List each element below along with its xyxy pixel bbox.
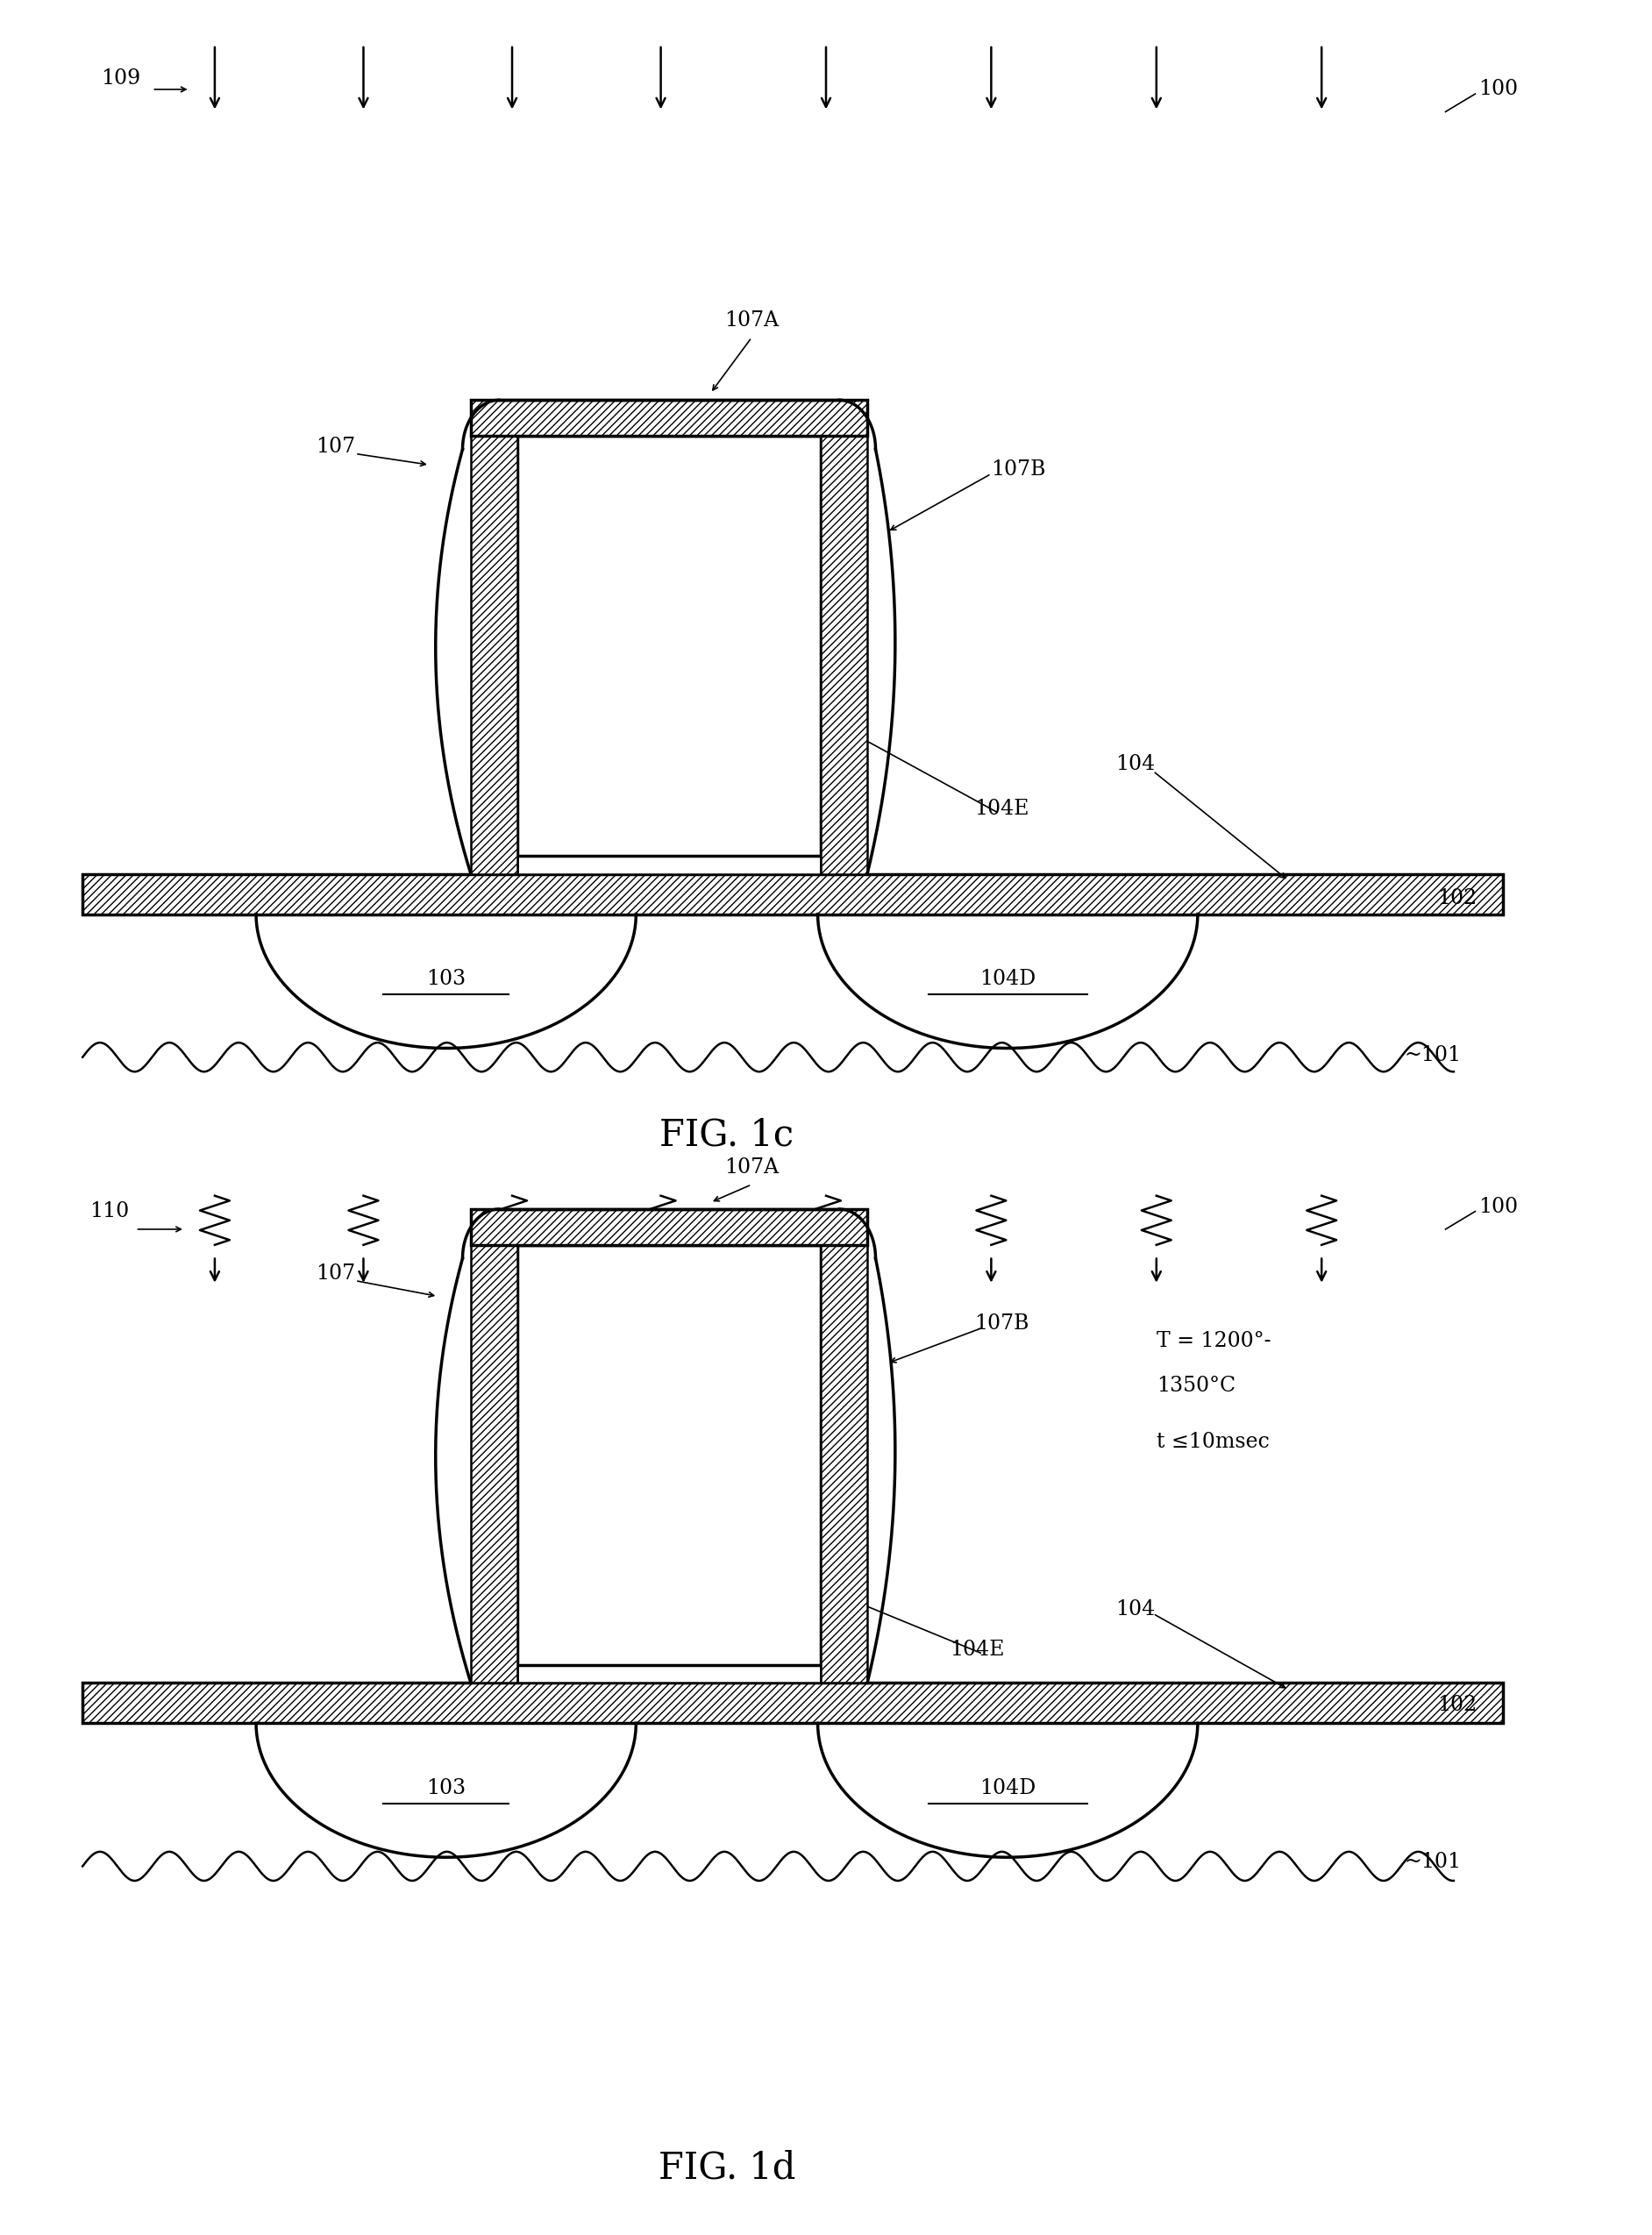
- Bar: [471, 436, 517, 874]
- Text: 107: 107: [316, 436, 355, 458]
- Bar: [83, 874, 1503, 914]
- Text: 107B: 107B: [975, 1312, 1029, 1334]
- Text: 109: 109: [101, 67, 140, 89]
- Text: 103: 103: [426, 968, 466, 990]
- Text: 104: 104: [1115, 1598, 1155, 1620]
- Bar: [517, 1245, 821, 1665]
- Bar: [471, 400, 867, 436]
- Text: 107B: 107B: [991, 458, 1046, 481]
- Bar: [821, 1245, 867, 1683]
- Text: 107A: 107A: [725, 1158, 778, 1178]
- Text: 104E: 104E: [975, 798, 1029, 820]
- Bar: [517, 856, 821, 874]
- Text: 103: 103: [426, 1777, 466, 1799]
- Text: ~101: ~101: [1404, 1044, 1462, 1066]
- Text: 100: 100: [1479, 1196, 1518, 1218]
- Text: 107: 107: [316, 1263, 355, 1285]
- Text: 104: 104: [1115, 753, 1155, 776]
- Bar: [83, 1683, 1503, 1723]
- Text: 102: 102: [1437, 1694, 1477, 1716]
- Text: t ≤10msec: t ≤10msec: [1156, 1430, 1269, 1453]
- Text: 105: 105: [633, 570, 672, 592]
- Text: 104E: 104E: [950, 1638, 1004, 1661]
- Bar: [471, 1209, 867, 1245]
- Text: T = 1200°-: T = 1200°-: [1156, 1330, 1270, 1352]
- Text: 104D: 104D: [980, 1777, 1036, 1799]
- Bar: [517, 1665, 821, 1683]
- Bar: [83, 874, 1503, 914]
- Text: 100: 100: [1479, 78, 1518, 101]
- Text: 102: 102: [1437, 887, 1477, 910]
- Text: 104D: 104D: [980, 968, 1036, 990]
- Text: FIG. 1c: FIG. 1c: [659, 1118, 795, 1153]
- Text: 105: 105: [633, 1397, 672, 1419]
- Text: 107A: 107A: [725, 311, 778, 331]
- Bar: [83, 1683, 1503, 1723]
- Bar: [821, 436, 867, 874]
- Text: 1350°C: 1350°C: [1156, 1375, 1236, 1397]
- Bar: [517, 436, 821, 856]
- Bar: [471, 1245, 517, 1683]
- Text: 110: 110: [89, 1200, 129, 1223]
- Text: FIG. 1d: FIG. 1d: [657, 2150, 796, 2186]
- Text: ~101: ~101: [1404, 1851, 1462, 1873]
